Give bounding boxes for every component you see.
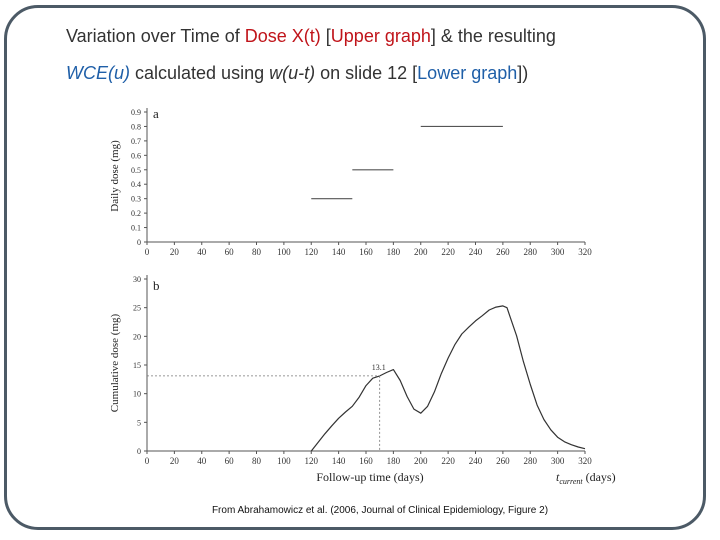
title-text: Variation over Time of (66, 26, 245, 46)
y-tick-label-a: 0.8 (131, 122, 141, 131)
y-tick-label-a: 0.1 (131, 224, 141, 233)
title-upper-graph: Upper graph (330, 26, 431, 46)
x-tick-label-a: 260 (496, 247, 510, 257)
x-tick-label-a: 300 (551, 247, 565, 257)
title-lower-graph: Lower graph (417, 63, 518, 83)
y-tick-label-b: 5 (137, 418, 141, 427)
y-tick-label-a: 0.5 (131, 166, 141, 175)
x-tick-label-a: 100 (277, 247, 291, 257)
title-text: ] & the resulting (430, 26, 556, 46)
x-tick-label-a: 80 (252, 247, 262, 257)
y-tick-label-b: 30 (133, 275, 141, 284)
y-tick-label-a: 0.9 (131, 108, 141, 117)
title-dose-term: Dose X(t) (244, 26, 321, 46)
x-tick-label-b: 200 (414, 456, 428, 466)
x-tick-label-a: 0 (145, 247, 150, 257)
x-tick-label-b: 100 (277, 456, 291, 466)
x-axis-label-b: Follow-up time (days) (316, 470, 423, 484)
x-tick-label-a: 120 (305, 247, 319, 257)
x-tick-label-b: 260 (496, 456, 510, 466)
slide-title: Variation over Time of Dose X(t) [Upper … (66, 18, 686, 92)
x-tick-label-b: 0 (145, 456, 150, 466)
y-tick-label-a: 0.2 (131, 209, 141, 218)
x-tick-label-b: 240 (469, 456, 483, 466)
annotation-label: 13.1 (372, 363, 386, 372)
t-unit: (days) (586, 470, 616, 484)
y-tick-label-b: 10 (133, 390, 141, 399)
x-tick-label-b: 180 (387, 456, 401, 466)
title-text: on slide 12 [ (315, 63, 418, 83)
x-tick-label-b: 140 (332, 456, 346, 466)
x-tick-label-b: 160 (359, 456, 373, 466)
y-tick-label-a: 0.6 (131, 151, 141, 160)
t-symbol: t (556, 470, 560, 484)
title-wce-term: WCE(u) (66, 63, 130, 83)
x-tick-label-a: 320 (578, 247, 592, 257)
x-tick-label-b: 40 (197, 456, 207, 466)
x-tick-label-a: 280 (524, 247, 538, 257)
y-tick-label-b: 25 (133, 304, 141, 313)
x-tick-label-b: 20 (170, 456, 180, 466)
panel-a-daily-dose: a Daily dose (mg) 0 20 40 60 80 100 120 140 160 1… (109, 106, 592, 257)
y-tick-label-a: 0 (137, 238, 141, 247)
panel-b-cumulative-dose: b Cumulative dose (mg) Follow-up time (d… (109, 275, 616, 486)
y-tick-label-b: 20 (133, 332, 141, 341)
wce-curve (310, 305, 586, 452)
panel-label-b: b (153, 278, 160, 293)
x-tick-label-a: 200 (414, 247, 428, 257)
x-tick-label-a: 40 (197, 247, 207, 257)
slide-frame (4, 5, 706, 530)
x-tick-label-b: 300 (551, 456, 565, 466)
title-text: calculated using (130, 63, 270, 83)
x-tick-label-a: 60 (225, 247, 235, 257)
y-tick-label-a: 0.7 (131, 137, 141, 146)
x-tick-label-a: 160 (359, 247, 373, 257)
x-tick-label-a: 20 (170, 247, 180, 257)
title-weight-term: w(u-t) (269, 63, 316, 83)
panel-label-a: a (153, 106, 159, 121)
t-subscript: current (559, 477, 583, 486)
x-tick-label-b: 80 (252, 456, 262, 466)
x-tick-label-a: 220 (441, 247, 455, 257)
y-tick-label-a: 0.4 (131, 180, 141, 189)
x-tick-label-a: 140 (332, 247, 346, 257)
x-axis-label-current-time: tcurrent (days) (556, 470, 616, 486)
x-tick-label-b: 320 (578, 456, 592, 466)
x-tick-label-b: 120 (305, 456, 319, 466)
x-tick-label-a: 240 (469, 247, 483, 257)
title-text: ]) (517, 63, 529, 83)
y-axis-label-b: Cumulative dose (mg) (109, 313, 121, 412)
x-tick-label-b: 60 (225, 456, 235, 466)
y-tick-label-b: 15 (133, 361, 141, 370)
x-tick-label-a: 180 (387, 247, 401, 257)
y-axis-label-a: Daily dose (mg) (109, 140, 121, 212)
y-tick-label-a: 0.3 (131, 195, 141, 204)
x-tick-label-b: 280 (524, 456, 538, 466)
figure-citation: From Abrahamowicz et al. (2006, Journal … (211, 505, 549, 516)
x-tick-label-b: 220 (441, 456, 455, 466)
y-tick-label-b: 0 (137, 447, 141, 456)
title-text: [ (320, 26, 331, 46)
